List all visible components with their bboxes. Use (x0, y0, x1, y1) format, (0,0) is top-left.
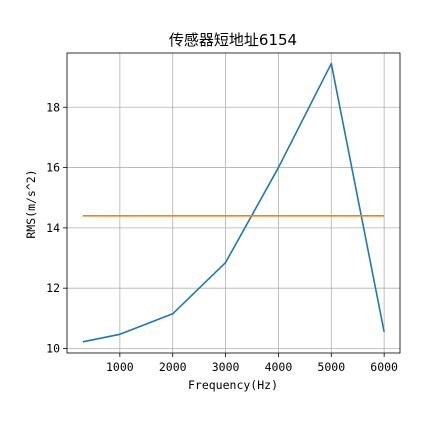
x-tick-label: 1000 (106, 360, 134, 374)
y-tick-label: 12 (46, 281, 60, 295)
plot-frame (66, 52, 401, 354)
y-tick-label: 14 (46, 221, 60, 235)
series-lines (82, 62, 385, 343)
x-tick-label: 5000 (317, 360, 345, 374)
y-tick-label: 18 (46, 100, 60, 114)
x-tick-label: 4000 (265, 360, 293, 374)
x-axis-ticks: 1000 2000 3000 4000 5000 6000 (106, 353, 398, 374)
x-tick-label: 2000 (159, 360, 187, 374)
grid-lines (67, 53, 400, 353)
x-axis-label: Frequency(Hz) (188, 378, 278, 392)
x-tick-label: 6000 (370, 360, 398, 374)
y-axis-label: RMS(m/s^2) (24, 169, 38, 238)
y-tick-label: 10 (46, 341, 60, 355)
series-line-1 (82, 62, 385, 343)
chart-title: 传感器短地址6154 (169, 31, 297, 49)
y-axis-ticks: 10 12 14 16 18 (46, 100, 67, 355)
x-tick-label: 3000 (212, 360, 240, 374)
y-tick-label: 16 (46, 161, 60, 175)
